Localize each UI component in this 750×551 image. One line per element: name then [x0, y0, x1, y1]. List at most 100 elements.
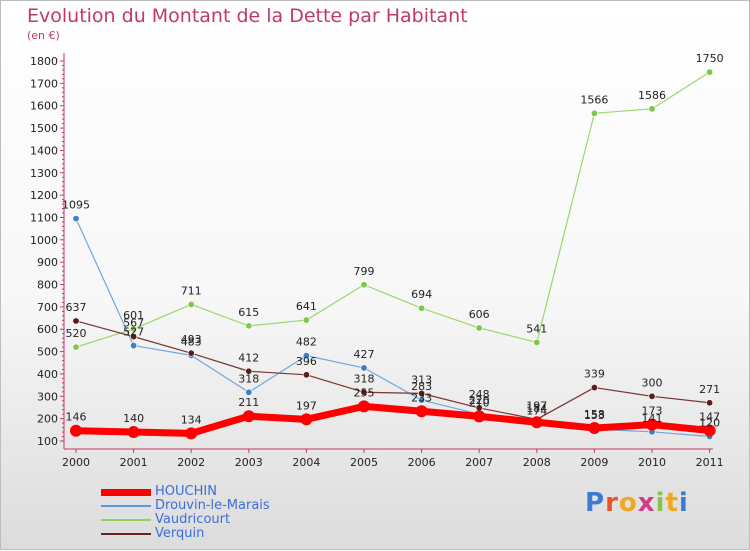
data-point-verquin [72, 317, 80, 325]
data-point-houchin [242, 410, 255, 423]
series-lines [70, 68, 716, 441]
data-point-vaudricourt [360, 281, 368, 289]
data-point-vaudricourt [130, 325, 138, 333]
data-label-houchin: 184 [526, 402, 547, 415]
legend-item-drouvin: Drouvin-le-Marais [101, 498, 341, 513]
data-label-verquin: 637 [66, 301, 87, 314]
data-label-houchin: 255 [354, 386, 375, 399]
x-tick-label: 2000 [62, 456, 90, 469]
data-label-verquin: 567 [123, 317, 144, 330]
x-tick-label: 2006 [408, 456, 436, 469]
series-line-verquin [75, 320, 710, 420]
data-label-drouvin: 220 [469, 394, 490, 407]
legend-item-verquin: Verquin [101, 526, 341, 541]
data-label-drouvin: 483 [181, 335, 202, 348]
legend-swatch-drouvin [101, 505, 151, 507]
data-point-vaudricourt [706, 68, 714, 76]
data-label-drouvin: 141 [642, 412, 663, 425]
y-tick-label: 1300 [30, 167, 58, 180]
data-label-vaudricourt: 1750 [696, 52, 724, 65]
data-label-vaudricourt: 799 [354, 265, 375, 278]
legend-swatch-vaudricourt [101, 519, 151, 521]
data-label-drouvin: 153 [584, 409, 605, 422]
data-point-houchin [646, 418, 658, 431]
data-point-verquin [302, 371, 310, 379]
data-point-drouvin [418, 396, 426, 404]
data-label-drouvin: 120 [699, 417, 720, 430]
series-line-houchin [75, 402, 710, 437]
legend-item-houchin: HOUCHIN [101, 484, 341, 499]
data-label-verquin: 248 [469, 388, 490, 401]
y-tick-label: 1400 [30, 144, 58, 157]
data-point-verquin [590, 384, 598, 392]
data-point-drouvin [72, 215, 80, 223]
y-tick-label: 100 [37, 435, 58, 448]
y-tick-label: 1800 [30, 55, 58, 68]
data-label-houchin: 173 [642, 405, 663, 418]
data-label-houchin: 197 [296, 399, 317, 412]
data-point-verquin [706, 399, 714, 407]
chart-unit-label: (en €) [27, 29, 60, 42]
proxiti-logo: Proxiti [585, 488, 689, 518]
data-label-verquin: 493 [181, 333, 202, 346]
data-point-houchin [703, 424, 716, 437]
y-tick-label: 1700 [30, 77, 58, 90]
x-tick-label: 2007 [465, 456, 493, 469]
data-point-houchin [127, 426, 140, 439]
data-point-drouvin [302, 352, 310, 360]
data-label-houchin: 134 [181, 413, 202, 426]
y-tick-label: 400 [37, 368, 58, 381]
legend-label-vaudricourt: Vaudricourt [155, 512, 231, 527]
x-tick-label: 2002 [177, 456, 205, 469]
data-point-houchin [588, 422, 601, 435]
data-point-verquin [187, 349, 195, 357]
y-tick-label: 800 [37, 279, 58, 292]
x-tick-label: 2004 [292, 456, 320, 469]
data-label-verquin: 313 [411, 373, 432, 386]
y-tick-label: 1000 [30, 234, 58, 247]
series-line-drouvin [75, 218, 710, 438]
data-point-vaudricourt [302, 316, 310, 324]
data-point-vaudricourt [72, 343, 80, 351]
data-point-verquin [360, 388, 368, 396]
data-label-drouvin: 283 [411, 380, 432, 393]
y-tick-label: 1100 [30, 211, 58, 224]
data-label-vaudricourt: 1586 [638, 89, 666, 102]
data-label-verquin: 318 [354, 372, 375, 385]
x-tick-label: 2010 [638, 456, 666, 469]
data-labels: 146 140 134 211 197 255 233 210 184 158 173 147 1095… [62, 52, 724, 429]
data-label-houchin: 140 [123, 412, 144, 425]
data-point-houchin [530, 416, 543, 429]
data-point-houchin [300, 413, 313, 426]
data-label-houchin: 146 [66, 411, 87, 424]
data-label-houchin: 233 [411, 391, 432, 404]
x-tick-label: 2009 [580, 456, 608, 469]
data-label-verquin: 197 [526, 399, 547, 412]
data-label-verquin: 339 [584, 368, 605, 381]
x-tick-label: 2008 [523, 456, 551, 469]
data-label-verquin: 271 [699, 383, 720, 396]
data-point-verquin [245, 367, 253, 375]
data-label-drouvin: 174 [526, 404, 547, 417]
data-point-vaudricourt [418, 304, 426, 312]
data-point-houchin [358, 400, 370, 413]
data-point-drouvin [360, 364, 368, 372]
data-point-vaudricourt [648, 105, 656, 113]
data-label-vaudricourt: 1566 [580, 93, 608, 106]
data-point-vaudricourt [187, 300, 195, 308]
data-label-verquin: 396 [296, 355, 317, 368]
data-label-verquin: 412 [238, 351, 259, 364]
data-label-vaudricourt: 641 [296, 300, 317, 313]
y-tick-label: 1200 [30, 189, 58, 202]
legend-swatch-verquin [101, 533, 151, 535]
legend-label-drouvin: Drouvin-le-Marais [155, 498, 270, 513]
data-point-vaudricourt [533, 338, 541, 346]
y-tick-label: 200 [37, 413, 58, 426]
x-tick-label: 2011 [696, 456, 724, 469]
data-label-vaudricourt: 601 [123, 309, 144, 322]
data-point-vaudricourt [475, 324, 483, 332]
x-tick-label: 2005 [350, 456, 378, 469]
data-label-drouvin: 1095 [62, 199, 90, 212]
legend: HOUCHIN Drouvin-le-Marais Vaudricourt Ve… [101, 484, 341, 541]
